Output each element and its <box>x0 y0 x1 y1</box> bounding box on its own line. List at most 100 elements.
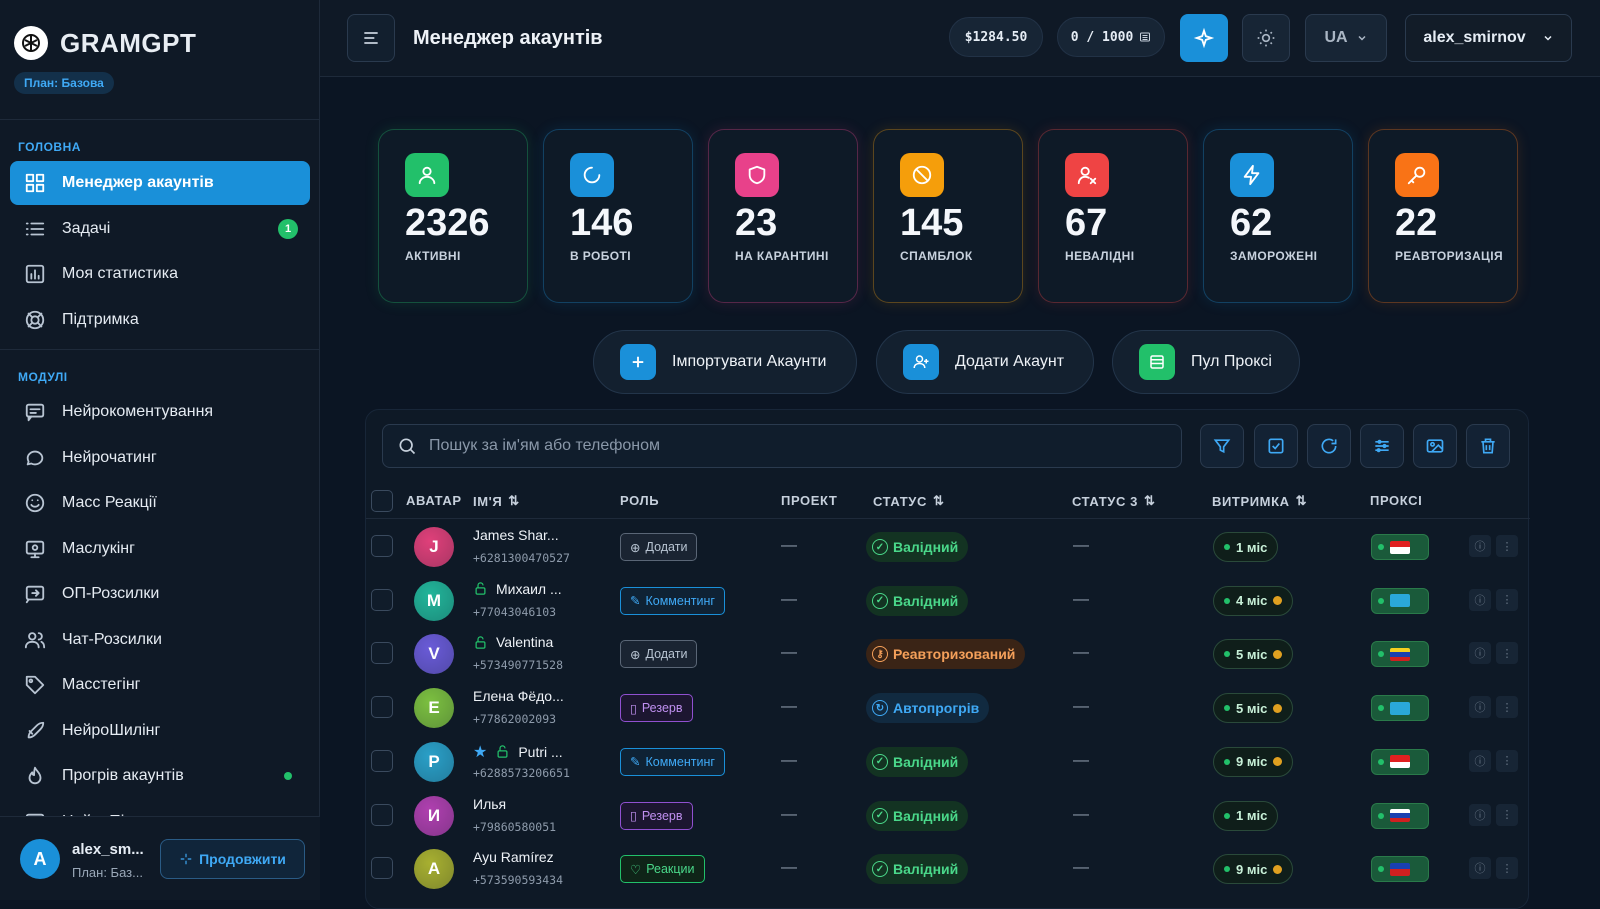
more-icon[interactable]: ⋮ <box>1496 696 1518 719</box>
user-avatar[interactable]: A <box>20 839 60 879</box>
row-checkbox[interactable] <box>371 588 393 611</box>
user-dropdown[interactable]: alex_smirnov <box>1405 14 1572 62</box>
sidebar-module-5[interactable]: ОП-Розсилки <box>10 572 310 616</box>
proxy-badge[interactable] <box>1371 695 1429 722</box>
ai-button[interactable] <box>1180 14 1228 62</box>
account-name[interactable]: Илья <box>473 796 506 812</box>
proxy-badge[interactable] <box>1371 748 1429 775</box>
continue-button[interactable]: Продовжити <box>160 839 305 879</box>
role-badge[interactable]: ▯ Резерв <box>620 801 693 830</box>
row-checkbox[interactable] <box>371 696 393 719</box>
avatar[interactable]: V <box>414 634 454 675</box>
account-name[interactable]: ★ Putri ... <box>473 742 563 762</box>
account-name[interactable]: Valentina <box>473 634 553 650</box>
proxy-pool-button[interactable]: Пул Проксі <box>1112 330 1300 394</box>
table-row[interactable]: E Елена Фёдо... +77862002093 ▯ Резерв — ↻… <box>366 680 1530 735</box>
sidebar-module-4[interactable]: Маслукінг <box>10 527 310 571</box>
account-name[interactable]: James Shar... <box>473 527 559 543</box>
avatar[interactable]: J <box>414 527 454 567</box>
avatar[interactable]: И <box>414 795 454 836</box>
refresh-button[interactable] <box>1307 424 1351 468</box>
row-checkbox[interactable] <box>371 857 393 880</box>
info-icon[interactable]: ⓘ <box>1469 857 1491 880</box>
info-icon[interactable]: ⓘ <box>1469 535 1491 557</box>
quota-pill[interactable]: 0 / 1000 <box>1057 17 1165 57</box>
sidebar-module-9[interactable]: Прогрів акаунтів <box>10 754 310 798</box>
proxy-badge[interactable] <box>1371 802 1429 829</box>
role-badge[interactable]: ♡ Реакции <box>620 855 705 884</box>
avatars-button[interactable] <box>1413 424 1457 468</box>
more-icon[interactable]: ⋮ <box>1496 857 1518 880</box>
role-badge[interactable]: ⊕ Додати <box>620 533 698 561</box>
proxy-badge[interactable] <box>1371 641 1429 668</box>
col-name[interactable]: ІМ'Я ⇅ <box>473 493 520 509</box>
table-row[interactable]: И Илья +79860580051 ▯ Резерв — ✓ Валідний… <box>366 788 1530 843</box>
theme-toggle-button[interactable] <box>1242 14 1290 62</box>
sidebar-module-7[interactable]: Масстегінг <box>10 663 310 707</box>
avatar[interactable]: A <box>414 849 454 890</box>
info-icon[interactable]: ⓘ <box>1469 588 1491 611</box>
delete-button[interactable] <box>1466 424 1510 468</box>
select-all-checkbox[interactable] <box>371 490 393 512</box>
role-badge[interactable]: ✎ Комментинг <box>620 747 725 776</box>
account-name[interactable]: Ayu Ramírez <box>473 849 554 865</box>
sidebar-item-1[interactable]: Менеджер акаунтів <box>10 161 310 205</box>
table-row[interactable]: V Valentina +573490771528 ⊕ Додати — ⚷ Ре… <box>366 626 1530 681</box>
more-icon[interactable]: ⋮ <box>1496 749 1518 772</box>
sidebar-item-4[interactable]: Підтримка <box>10 298 310 342</box>
avatar[interactable]: P <box>414 741 454 782</box>
menu-toggle-button[interactable] <box>347 14 395 62</box>
info-icon[interactable]: ⓘ <box>1469 642 1491 665</box>
avatar[interactable]: M <box>414 580 454 621</box>
add-account-button[interactable]: Додати Акаунт <box>876 330 1094 394</box>
stat-card[interactable]: 2326 АКТИВНІ <box>378 129 528 303</box>
sidebar-module-8[interactable]: НейроШилінг <box>10 709 310 753</box>
proxy-badge[interactable] <box>1371 534 1429 560</box>
filter-button[interactable] <box>1200 424 1244 468</box>
row-checkbox[interactable] <box>371 749 393 772</box>
info-icon[interactable]: ⓘ <box>1469 696 1491 719</box>
col-status[interactable]: СТАТУС ⇅ <box>873 493 945 509</box>
balance-pill[interactable]: $1284.50 <box>949 17 1043 57</box>
language-select[interactable]: UA <box>1305 14 1387 62</box>
more-icon[interactable]: ⋮ <box>1496 803 1518 826</box>
sidebar-module-1[interactable]: Нейрокоментування <box>10 390 310 434</box>
stat-card[interactable]: 146 В РОБОТІ <box>543 129 693 303</box>
sidebar-item-3[interactable]: Моя статистика <box>10 252 310 296</box>
role-badge[interactable]: ▯ Резерв <box>620 694 693 723</box>
select-all-button[interactable] <box>1254 424 1298 468</box>
search-input[interactable]: Пошук за ім'ям або телефоном <box>382 424 1182 468</box>
stat-card[interactable]: 67 НЕВАЛІДНІ <box>1038 129 1188 303</box>
more-icon[interactable]: ⋮ <box>1496 535 1518 557</box>
stat-card[interactable]: 62 ЗАМОРОЖЕНІ <box>1203 129 1353 303</box>
sidebar-module-3[interactable]: Масс Реакції <box>10 481 310 525</box>
col-status3[interactable]: СТАТУС 3 ⇅ <box>1072 493 1156 509</box>
stat-card[interactable]: 22 РЕАВТОРИЗАЦІЯ <box>1368 129 1518 303</box>
stat-card[interactable]: 145 СПАМБЛОК <box>873 129 1023 303</box>
info-icon[interactable]: ⓘ <box>1469 803 1491 826</box>
stat-card[interactable]: 23 НА КАРАНТИНІ <box>708 129 858 303</box>
sidebar-module-6[interactable]: Чат-Розсилки <box>10 618 310 662</box>
info-icon[interactable]: ⓘ <box>1469 749 1491 772</box>
role-badge[interactable]: ⊕ Додати <box>620 640 698 669</box>
import-accounts-button[interactable]: Імпортувати Акаунти <box>593 330 857 394</box>
sidebar-module-2[interactable]: Нейрочатинг <box>10 436 310 480</box>
table-row[interactable]: A Ayu Ramírez +573590593434 ♡ Реакции — ✓… <box>366 841 1530 896</box>
role-badge[interactable]: ✎ Комментинг <box>620 586 725 615</box>
columns-settings-button[interactable] <box>1360 424 1404 468</box>
row-checkbox[interactable] <box>371 803 393 826</box>
table-row[interactable]: P ★ Putri ... +6288573206651 ✎ Комментинг… <box>366 734 1530 789</box>
proxy-badge[interactable] <box>1371 587 1429 614</box>
more-icon[interactable]: ⋮ <box>1496 588 1518 611</box>
logo[interactable]: GRAMGPT <box>14 26 196 60</box>
account-name[interactable]: Михаил ... <box>473 581 562 597</box>
account-name[interactable]: Елена Фёдо... <box>473 688 564 704</box>
avatar[interactable]: E <box>414 688 454 729</box>
row-checkbox[interactable] <box>371 642 393 665</box>
more-icon[interactable]: ⋮ <box>1496 642 1518 665</box>
col-exposure[interactable]: ВИТРИМКА ⇅ <box>1212 493 1308 509</box>
table-row[interactable]: M Михаил ... +77043046103 ✎ Комментинг — … <box>366 573 1530 628</box>
sidebar-item-2[interactable]: Задачі 1 <box>10 207 310 251</box>
table-row[interactable]: J James Shar... +6281300470527 ⊕ Додати —… <box>366 519 1530 574</box>
proxy-badge[interactable] <box>1371 856 1429 883</box>
